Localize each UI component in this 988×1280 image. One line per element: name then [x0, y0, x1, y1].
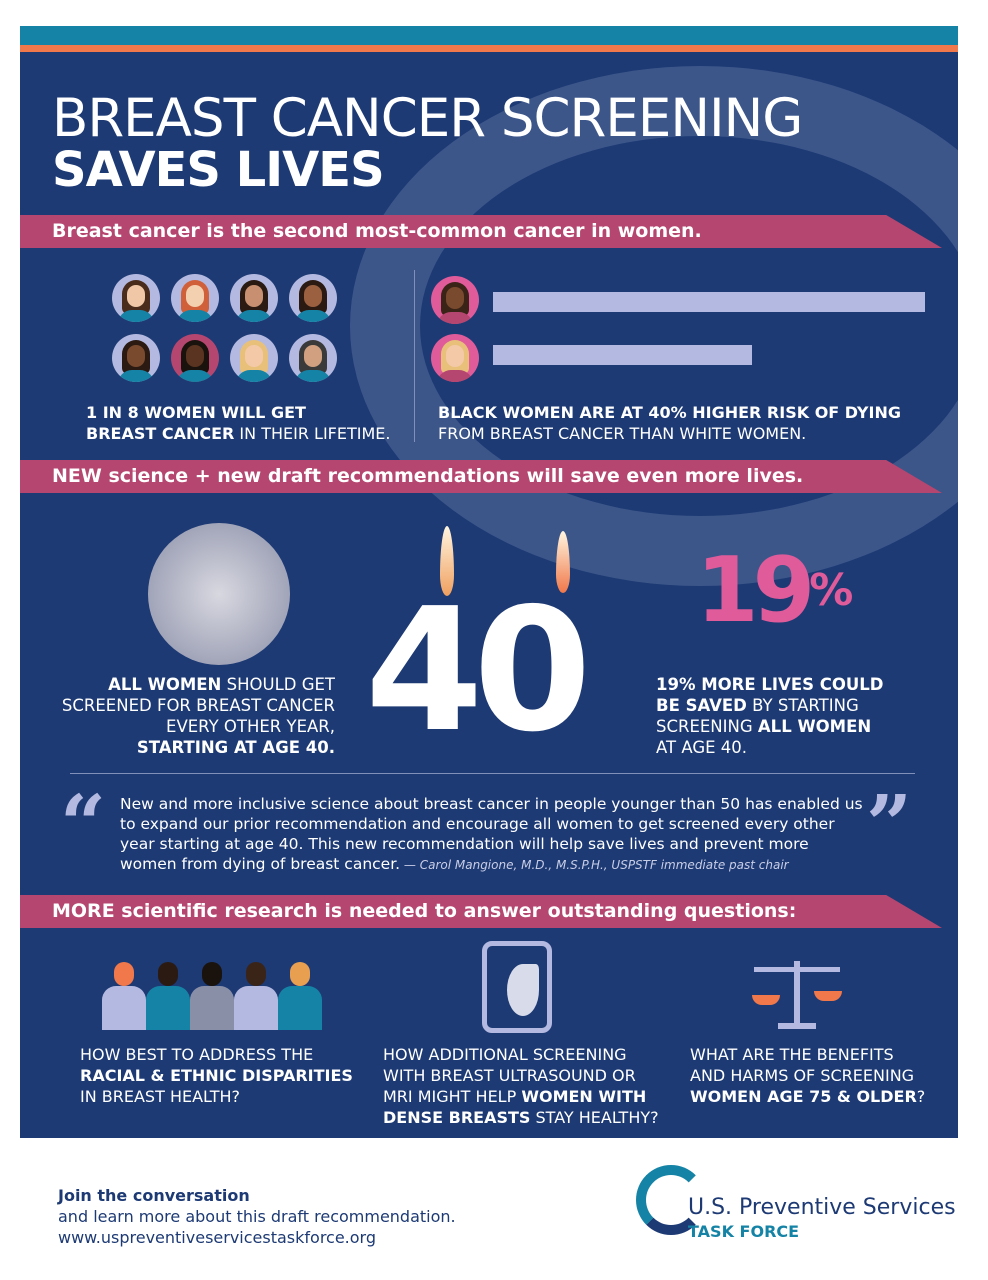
quote-block: New and more inclusive science about bre… [120, 794, 870, 875]
stat-black-women: BLACK WOMEN ARE AT 40% HIGHER RISK OF DY… [438, 402, 901, 444]
ultrasound-device-icon [482, 941, 552, 1033]
title-line1: BREAST CANCER SCREENING [52, 88, 803, 149]
lives-saved-text: 19% MORE LIVES COULD BE SAVED BY STARTING… [656, 674, 883, 758]
woman-avatar [171, 274, 219, 322]
title-line2: SAVES LIVES [52, 142, 385, 198]
divider [414, 270, 415, 442]
woman-avatar [112, 334, 160, 382]
white-woman-avatar [431, 334, 479, 382]
big-number: 19 [696, 538, 815, 643]
person-figure [232, 962, 280, 1030]
women-avatars-grid [112, 274, 352, 394]
banner-2: NEW science + new draft recommendations … [20, 460, 942, 493]
q-text: STAY HEALTHY? [530, 1108, 659, 1127]
rec-text: SHOULD GET [221, 675, 335, 694]
risk-bar-white-women [493, 345, 753, 365]
q-text: WHAT ARE THE BENEFITS [690, 1045, 894, 1064]
diverse-people-icon [100, 962, 322, 1030]
question-age-75: WHAT ARE THE BENEFITS AND HARMS OF SCREEN… [690, 1044, 925, 1107]
age-40-number: 40 [365, 572, 592, 770]
q-text: WOMEN WITH [521, 1087, 647, 1106]
stat-text: FROM BREAST CANCER THAN WHITE WOMEN. [438, 424, 807, 443]
close-quote-icon: ” [866, 777, 913, 871]
teal-stripe [20, 26, 958, 45]
person-figure [100, 962, 148, 1030]
q-text: IN BREAST HEALTH? [80, 1087, 241, 1106]
rec-text: EVERY OTHER YEAR, [166, 717, 335, 736]
crowd-of-women-image [148, 523, 290, 665]
banner-3: MORE scientific research is needed to an… [20, 895, 942, 928]
q-text: RACIAL & ETHNIC DISPARITIES [80, 1066, 353, 1085]
q-text: DENSE BREASTS [383, 1108, 531, 1127]
uspstf-logo-icon [636, 1165, 706, 1235]
stat-text: BLACK WOMEN ARE AT 40% HIGHER RISK OF DY… [438, 403, 901, 422]
quote-text: New and more inclusive science about bre… [120, 795, 863, 873]
person-figure [144, 962, 192, 1030]
lives-text: SCREENING [656, 717, 758, 736]
join-heading: Join the conversation [58, 1186, 250, 1205]
scales-icon [752, 961, 842, 1031]
lives-text: BE SAVED [656, 696, 747, 715]
lives-text: BY STARTING [746, 696, 859, 715]
rec-text: ALL WOMEN [108, 675, 222, 694]
q-text: ? [916, 1087, 926, 1106]
quote-attribution: — Carol Mangione, M.D., M.S.P.H., USPSTF… [400, 858, 789, 872]
risk-bar-black-women [493, 292, 925, 312]
orange-stripe [20, 45, 958, 52]
rec-text: STARTING AT AGE 40. [136, 738, 335, 757]
logo-subname: TASK FORCE [688, 1222, 800, 1241]
woman-avatar [289, 334, 337, 382]
lives-text: AT AGE 40. [656, 738, 748, 757]
stat-text: BREAST CANCER [86, 424, 235, 443]
open-quote-icon: “ [60, 777, 107, 871]
infographic-panel: BREAST CANCER SCREENING SAVES LIVES Brea… [20, 26, 958, 1138]
percent-sign: % [809, 565, 854, 616]
q-text: WITH BREAST ULTRASOUND OR [383, 1066, 636, 1085]
rec-text: SCREENED FOR BREAST CANCER [61, 696, 335, 715]
q-text: AND HARMS OF SCREENING [690, 1066, 915, 1085]
lives-text: 19% MORE LIVES COULD [656, 675, 884, 694]
stat-text: 1 IN 8 WOMEN WILL GET [86, 403, 306, 422]
black-woman-avatar [431, 276, 479, 324]
woman-avatar [171, 334, 219, 382]
woman-avatar [230, 334, 278, 382]
woman-avatar [289, 274, 337, 322]
q-text: WOMEN AGE 75 & OLDER [690, 1087, 917, 1106]
q-text: HOW BEST TO ADDRESS THE [80, 1045, 314, 1064]
person-figure [188, 962, 236, 1030]
person-figure [276, 962, 324, 1030]
learn-text: and learn more about this draft recommen… [58, 1207, 456, 1226]
question-dense-breasts: HOW ADDITIONAL SCREENING WITH BREAST ULTR… [383, 1044, 659, 1128]
logo-name: U.S. Preventive Services [688, 1195, 956, 1220]
banner-1: Breast cancer is the second most-common … [20, 215, 942, 248]
question-disparities: HOW BEST TO ADDRESS THE RACIAL & ETHNIC D… [80, 1044, 353, 1107]
lives-text: ALL WOMEN [757, 717, 872, 736]
website-link[interactable]: www.uspreventiveservicestaskforce.org [58, 1228, 377, 1247]
19-percent-graphic: 19% [696, 546, 853, 661]
candle-flame-icon [440, 526, 454, 596]
stat-text: IN THEIR LIFETIME. [234, 424, 391, 443]
recommendation-text: ALL WOMEN SHOULD GET SCREENED FOR BREAST … [40, 674, 335, 758]
q-text: MRI MIGHT HELP [383, 1087, 522, 1106]
q-text: HOW ADDITIONAL SCREENING [383, 1045, 627, 1064]
divider [70, 773, 915, 774]
woman-avatar [230, 274, 278, 322]
woman-avatar [112, 274, 160, 322]
stat-1-in-8: 1 IN 8 WOMEN WILL GET BREAST CANCER IN TH… [86, 402, 390, 444]
footer-text: Join the conversation and learn more abou… [58, 1185, 456, 1248]
candle-flame-icon [556, 531, 570, 593]
